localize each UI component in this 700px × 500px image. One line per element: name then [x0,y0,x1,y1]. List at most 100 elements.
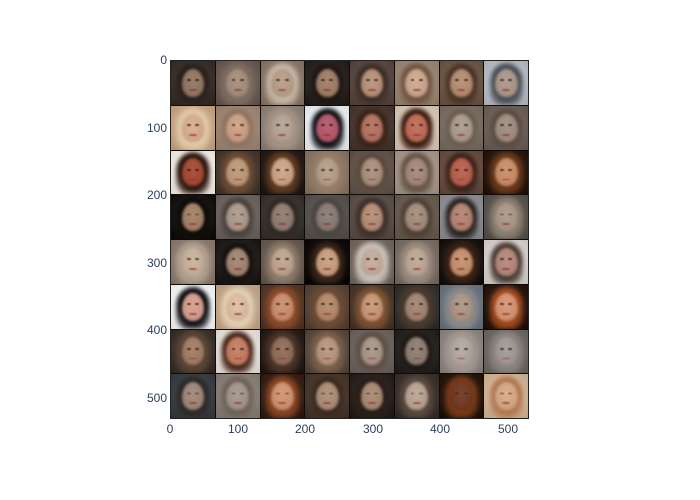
mouth-mark [502,89,511,91]
mouth-mark [278,312,287,315]
face-region [360,68,384,97]
face-region [405,158,428,187]
eye-mark [321,124,325,126]
face-sample-tile [171,150,215,195]
eye-mark [195,347,199,350]
mouth-mark [367,223,376,225]
face-region [226,247,249,276]
face-sample-tile [394,61,439,105]
face-sample-tile [305,195,349,239]
mouth-mark [323,357,332,360]
face-region [271,247,294,276]
face-region [494,113,518,142]
face-sample-tile [484,195,528,239]
mouth-mark [188,133,197,136]
face-region [450,337,473,366]
eye-mark [374,392,378,395]
face-sample-tile [439,105,484,150]
mouth-mark [367,312,376,315]
face-region [315,203,339,232]
face-region [494,382,518,411]
eye-mark [239,303,244,305]
mouth-mark [457,357,466,360]
eye-mark [463,347,468,350]
eye-mark [284,79,289,82]
mouth-mark [412,178,421,181]
face-region [405,113,428,142]
eye-mark [186,258,191,261]
eye-mark [500,79,504,82]
mouth-mark [457,223,466,225]
face-region [181,68,205,97]
eye-mark [284,124,289,126]
eye-mark [508,213,513,216]
eye-mark [418,168,423,171]
eye-mark [186,124,191,126]
face-region [271,292,294,321]
face-sample-tile [350,374,394,418]
x-tick-label: 400 [429,422,451,436]
face-region [226,337,249,366]
face-sample-tile [484,105,528,150]
y-tick-label: 500 [146,391,167,405]
face-region [494,158,518,187]
mouth-mark [457,268,466,270]
face-region [271,158,294,187]
eye-mark [329,392,334,395]
eye-mark [321,303,325,305]
eye-mark [365,303,370,305]
eye-mark [276,258,281,261]
mouth-mark [323,268,332,270]
eye-mark [455,168,460,171]
eye-mark [284,213,289,216]
mouth-mark [188,89,197,91]
eye-mark [276,347,281,350]
mouth-mark [323,402,332,404]
eye-mark [329,213,334,216]
x-tick-label: 100 [227,422,249,436]
eye-mark [231,392,236,395]
face-sample-tile [215,105,260,150]
face-region [405,247,428,276]
eye-mark [186,168,191,171]
eye-mark [276,168,281,171]
face-region [226,113,249,142]
face-region [271,382,294,411]
mouth-mark [278,89,287,91]
face-region [405,68,428,97]
mouth-mark [278,402,287,404]
eye-mark [239,79,244,82]
face-sample-tile [439,61,484,105]
face-sample-tile [394,374,439,418]
eye-mark [418,392,423,395]
eye-mark [365,392,370,395]
mouth-mark [457,312,466,315]
eye-mark [463,303,468,305]
eye-mark [410,303,415,305]
face-sample-tile [394,240,439,284]
face-sample-tile [215,240,260,284]
mouth-mark [412,357,421,360]
face-region [226,382,249,411]
face-sample-tile [350,240,394,284]
face-region [360,382,384,411]
face-region [226,292,249,321]
face-sample-tile [350,329,394,374]
eye-mark [455,258,460,261]
face-region [315,158,339,187]
mouth-mark [367,402,376,404]
y-tick-label: 100 [146,121,167,135]
eye-mark [321,347,325,350]
mouth-mark [457,89,466,91]
eye-mark [284,347,289,350]
mouth-mark [457,133,466,136]
eye-mark [195,79,199,82]
face-sample-tile [439,240,484,284]
face-region [360,337,384,366]
face-region [181,292,205,321]
face-sample-tile [260,374,305,418]
face-region [181,247,205,276]
eye-mark [195,258,199,261]
eye-mark [508,347,513,350]
face-region [315,247,339,276]
